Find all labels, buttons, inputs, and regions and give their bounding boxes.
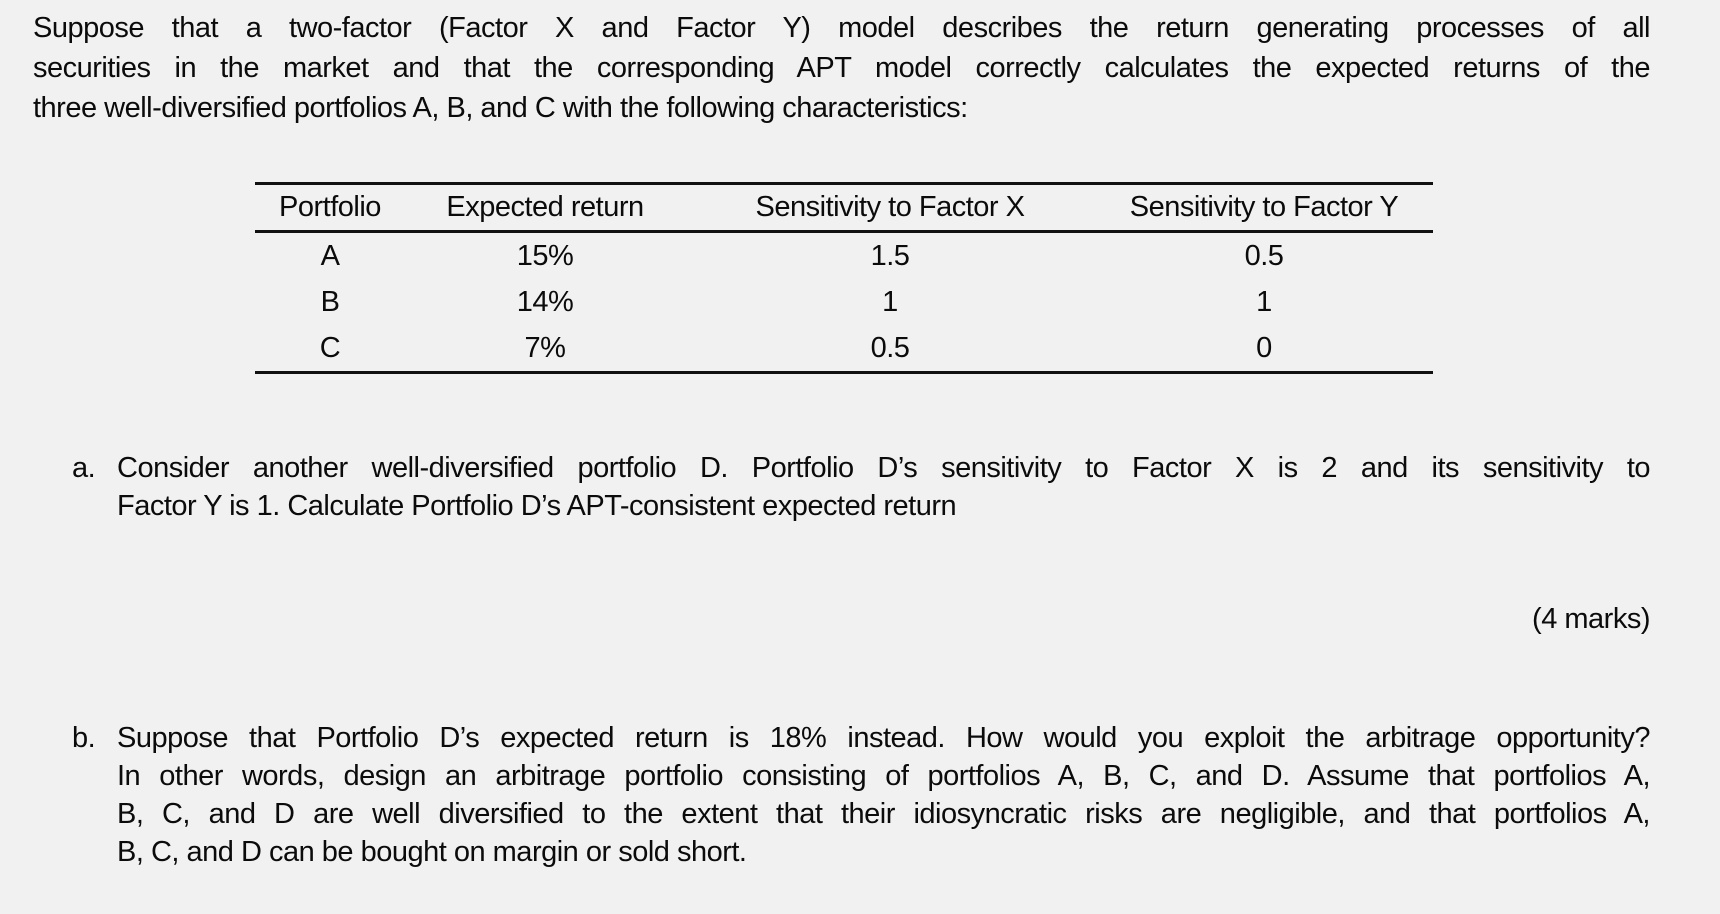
col-header-portfolio: Portfolio xyxy=(279,191,381,223)
intro-line-3: three well-diversified portfolios A, B, … xyxy=(33,92,968,124)
table-row-portfolio-a: A 15% 1.5 0.5 xyxy=(255,232,1433,280)
cell-portfolio-a-sens-x: 1.5 xyxy=(870,239,910,272)
cell-portfolio-a-name: A xyxy=(320,239,340,272)
cell-portfolio-c-return: 7% xyxy=(524,331,566,364)
cell-portfolio-c-sens-x: 0.5 xyxy=(870,331,910,364)
list-marker-b: b. xyxy=(72,722,96,754)
cell-portfolio-a-return: 15% xyxy=(516,239,574,272)
part-b-line-4: B, C, and D can be bought on margin or s… xyxy=(117,836,747,868)
table-row-portfolio-c: C 7% 0.5 0 xyxy=(255,325,1433,373)
cell-portfolio-a-sens-y: 0.5 xyxy=(1244,239,1284,272)
list-marker-a: a. xyxy=(72,452,96,484)
table-header-row: Portfolio Expected return Sensitivity to… xyxy=(255,184,1433,232)
part-b-line-2: In other words, design an arbitrage port… xyxy=(117,760,1650,792)
cell-portfolio-b-sens-y: 1 xyxy=(1256,285,1272,318)
col-header-sensitivity-y: Sensitivity to Factor Y xyxy=(1129,191,1399,223)
cell-portfolio-b-sens-x: 1 xyxy=(882,285,898,318)
part-a-line-2: Factor Y is 1. Calculate Portfolio D’s A… xyxy=(117,490,957,522)
cell-portfolio-c-sens-y: 0 xyxy=(1256,331,1272,364)
part-b-line-1: Suppose that Portfolio D’s expected retu… xyxy=(117,722,1650,754)
cell-portfolio-c-name: C xyxy=(319,331,341,364)
cell-portfolio-b-return: 14% xyxy=(516,285,574,318)
question-part-a: Consider another well-diversified portfo… xyxy=(117,449,1650,525)
table-row-portfolio-b: B 14% 1 1 xyxy=(255,279,1433,325)
col-header-sensitivity-x: Sensitivity to Factor X xyxy=(755,191,1025,223)
col-header-expected-return: Expected return xyxy=(446,191,644,223)
intro-paragraph: Suppose that a two-factor (Factor X and … xyxy=(33,8,1650,128)
part-b-line-3: B, C, and D are well diversified to the … xyxy=(117,798,1650,830)
question-part-b: Suppose that Portfolio D’s expected retu… xyxy=(117,719,1650,871)
cell-portfolio-b-name: B xyxy=(320,285,340,318)
portfolio-table: Portfolio Expected return Sensitivity to… xyxy=(255,182,1433,374)
part-a-line-1: Consider another well-diversified portfo… xyxy=(117,452,1650,484)
marks-label: (4 marks) xyxy=(1532,603,1650,635)
intro-line-1: Suppose that a two-factor (Factor X and … xyxy=(33,12,1650,44)
intro-line-2: securities in the market and that the co… xyxy=(33,52,1650,84)
